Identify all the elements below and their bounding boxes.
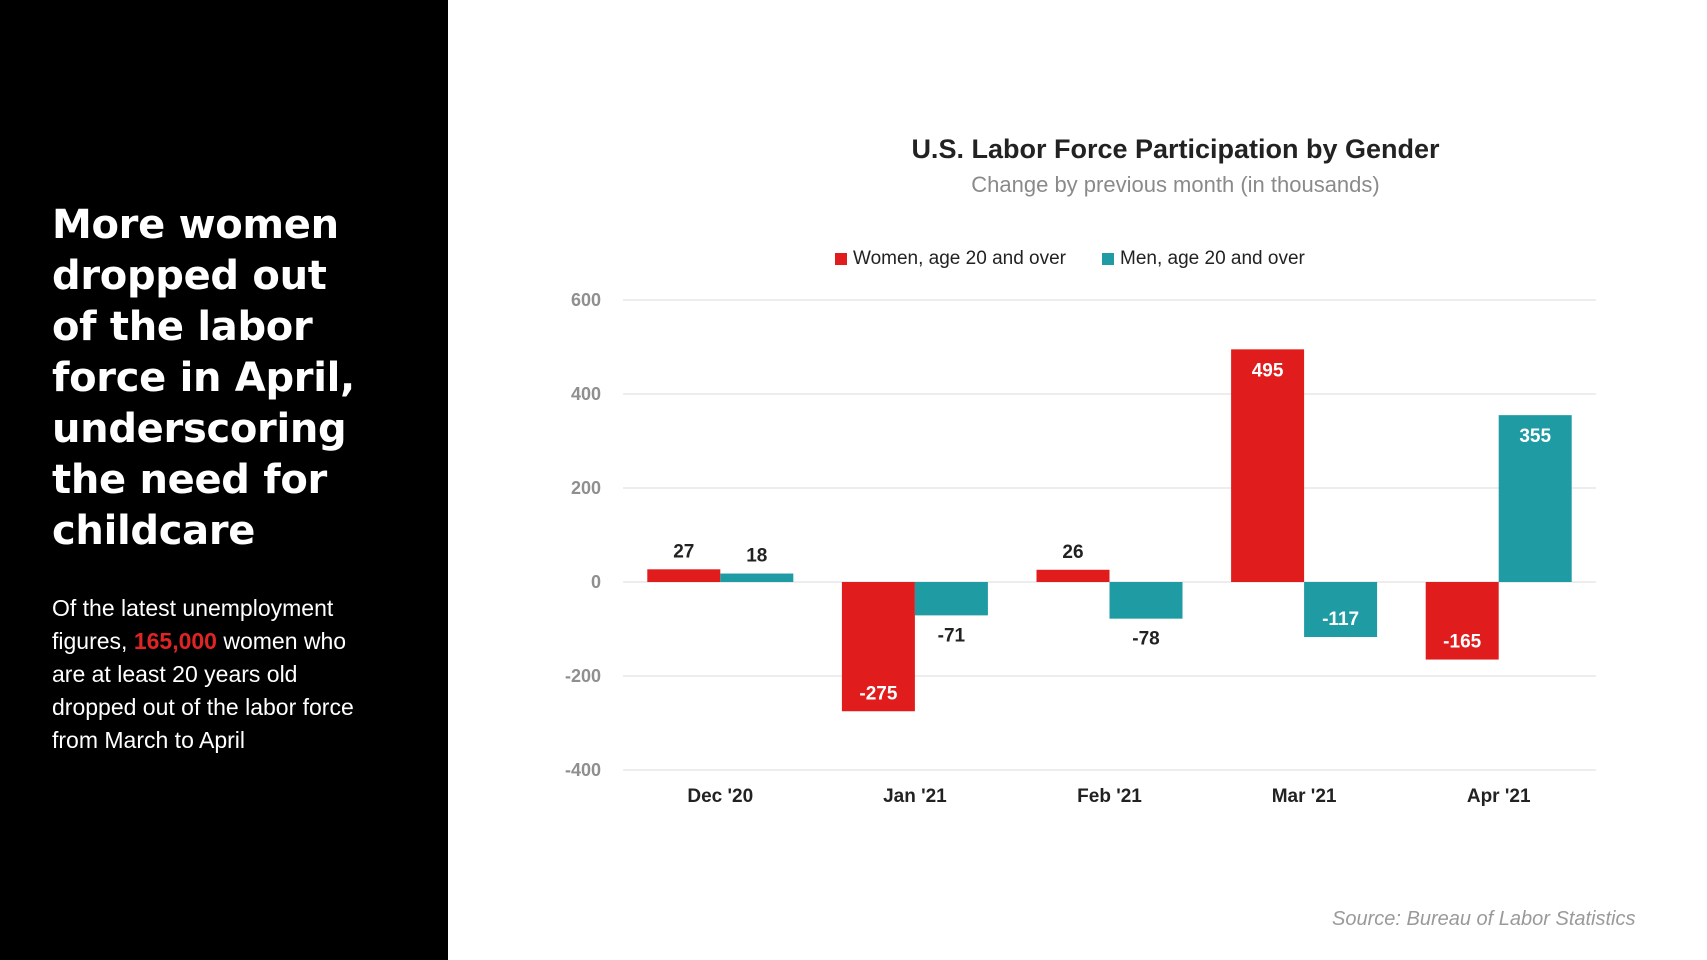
y-tick-label: 200 xyxy=(571,478,601,498)
x-tick-label: Feb '21 xyxy=(1077,786,1142,807)
x-tick-label: Jan '21 xyxy=(883,786,947,807)
value-label-women-4: -165 xyxy=(1443,632,1481,653)
bar-men-4 xyxy=(1498,415,1572,582)
value-label-women-0: 27 xyxy=(673,541,694,562)
legend: Women, age 20 and over Men, age 20 and o… xyxy=(835,248,1305,270)
source-note: Source: Bureau of Labor Statistics xyxy=(1332,908,1636,930)
y-tick-label: -200 xyxy=(565,666,601,686)
y-tick-label: 0 xyxy=(591,572,601,592)
value-label-women-1: -275 xyxy=(859,683,897,704)
chart-subtitle: Change by previous month (in thousands) xyxy=(971,172,1380,197)
x-tick-label: Dec '20 xyxy=(687,786,753,807)
legend-label-men: Men, age 20 and over xyxy=(1120,248,1305,269)
value-label-men-2: -78 xyxy=(1132,629,1159,650)
body-prefix: Of the latest unemployment figures, xyxy=(52,595,334,654)
y-tick-label: -400 xyxy=(565,760,601,780)
legend-item-women: Women, age 20 and over xyxy=(835,248,1066,270)
bar-chart: 600 400 200 0 -200 -400 27 18 Dec '20 -275 -71 Jan … xyxy=(565,290,1596,807)
value-label-men-3: -117 xyxy=(1322,609,1359,630)
left-panel: More women dropped out of the labor forc… xyxy=(0,0,448,960)
value-label-women-3: 495 xyxy=(1252,360,1284,381)
bar-men-1 xyxy=(914,582,988,616)
bar-women-3 xyxy=(1231,349,1305,582)
legend-label-women: Women, age 20 and over xyxy=(853,248,1067,269)
bar-women-4 xyxy=(1425,582,1499,660)
headline: More women dropped out of the labor forc… xyxy=(52,202,355,554)
value-label-men-1: -71 xyxy=(938,625,966,646)
body-highlight-number: 165,000 xyxy=(133,628,217,654)
bar-women-2 xyxy=(1036,569,1110,582)
body-text: Of the latest unemployment figures, 165,… xyxy=(52,592,382,757)
bar-men-0 xyxy=(720,573,794,582)
legend-swatch-women xyxy=(835,253,847,265)
bar-women-0 xyxy=(647,569,721,582)
legend-item-men: Men, age 20 and over xyxy=(1102,248,1305,270)
chart-title: U.S. Labor Force Participation by Gender xyxy=(911,134,1440,164)
bar-women-1 xyxy=(841,582,915,712)
y-tick-label: 600 xyxy=(571,290,601,310)
bar-men-3 xyxy=(1304,582,1378,637)
x-tick-label: Mar '21 xyxy=(1272,786,1337,807)
chart-panel: 600 400 200 0 -200 -400 27 18 Dec '20 -275 -71 Jan … xyxy=(448,0,1707,960)
x-tick-label: Apr '21 xyxy=(1467,786,1531,807)
value-label-men-0: 18 xyxy=(746,546,767,567)
legend-swatch-men xyxy=(1102,253,1115,265)
value-label-women-2: 26 xyxy=(1062,542,1083,563)
bar-men-2 xyxy=(1109,582,1183,619)
body-suffix: women who are at least 20 years old drop… xyxy=(52,628,354,753)
value-label-men-4: 355 xyxy=(1519,426,1551,447)
y-tick-label: 400 xyxy=(571,384,601,404)
